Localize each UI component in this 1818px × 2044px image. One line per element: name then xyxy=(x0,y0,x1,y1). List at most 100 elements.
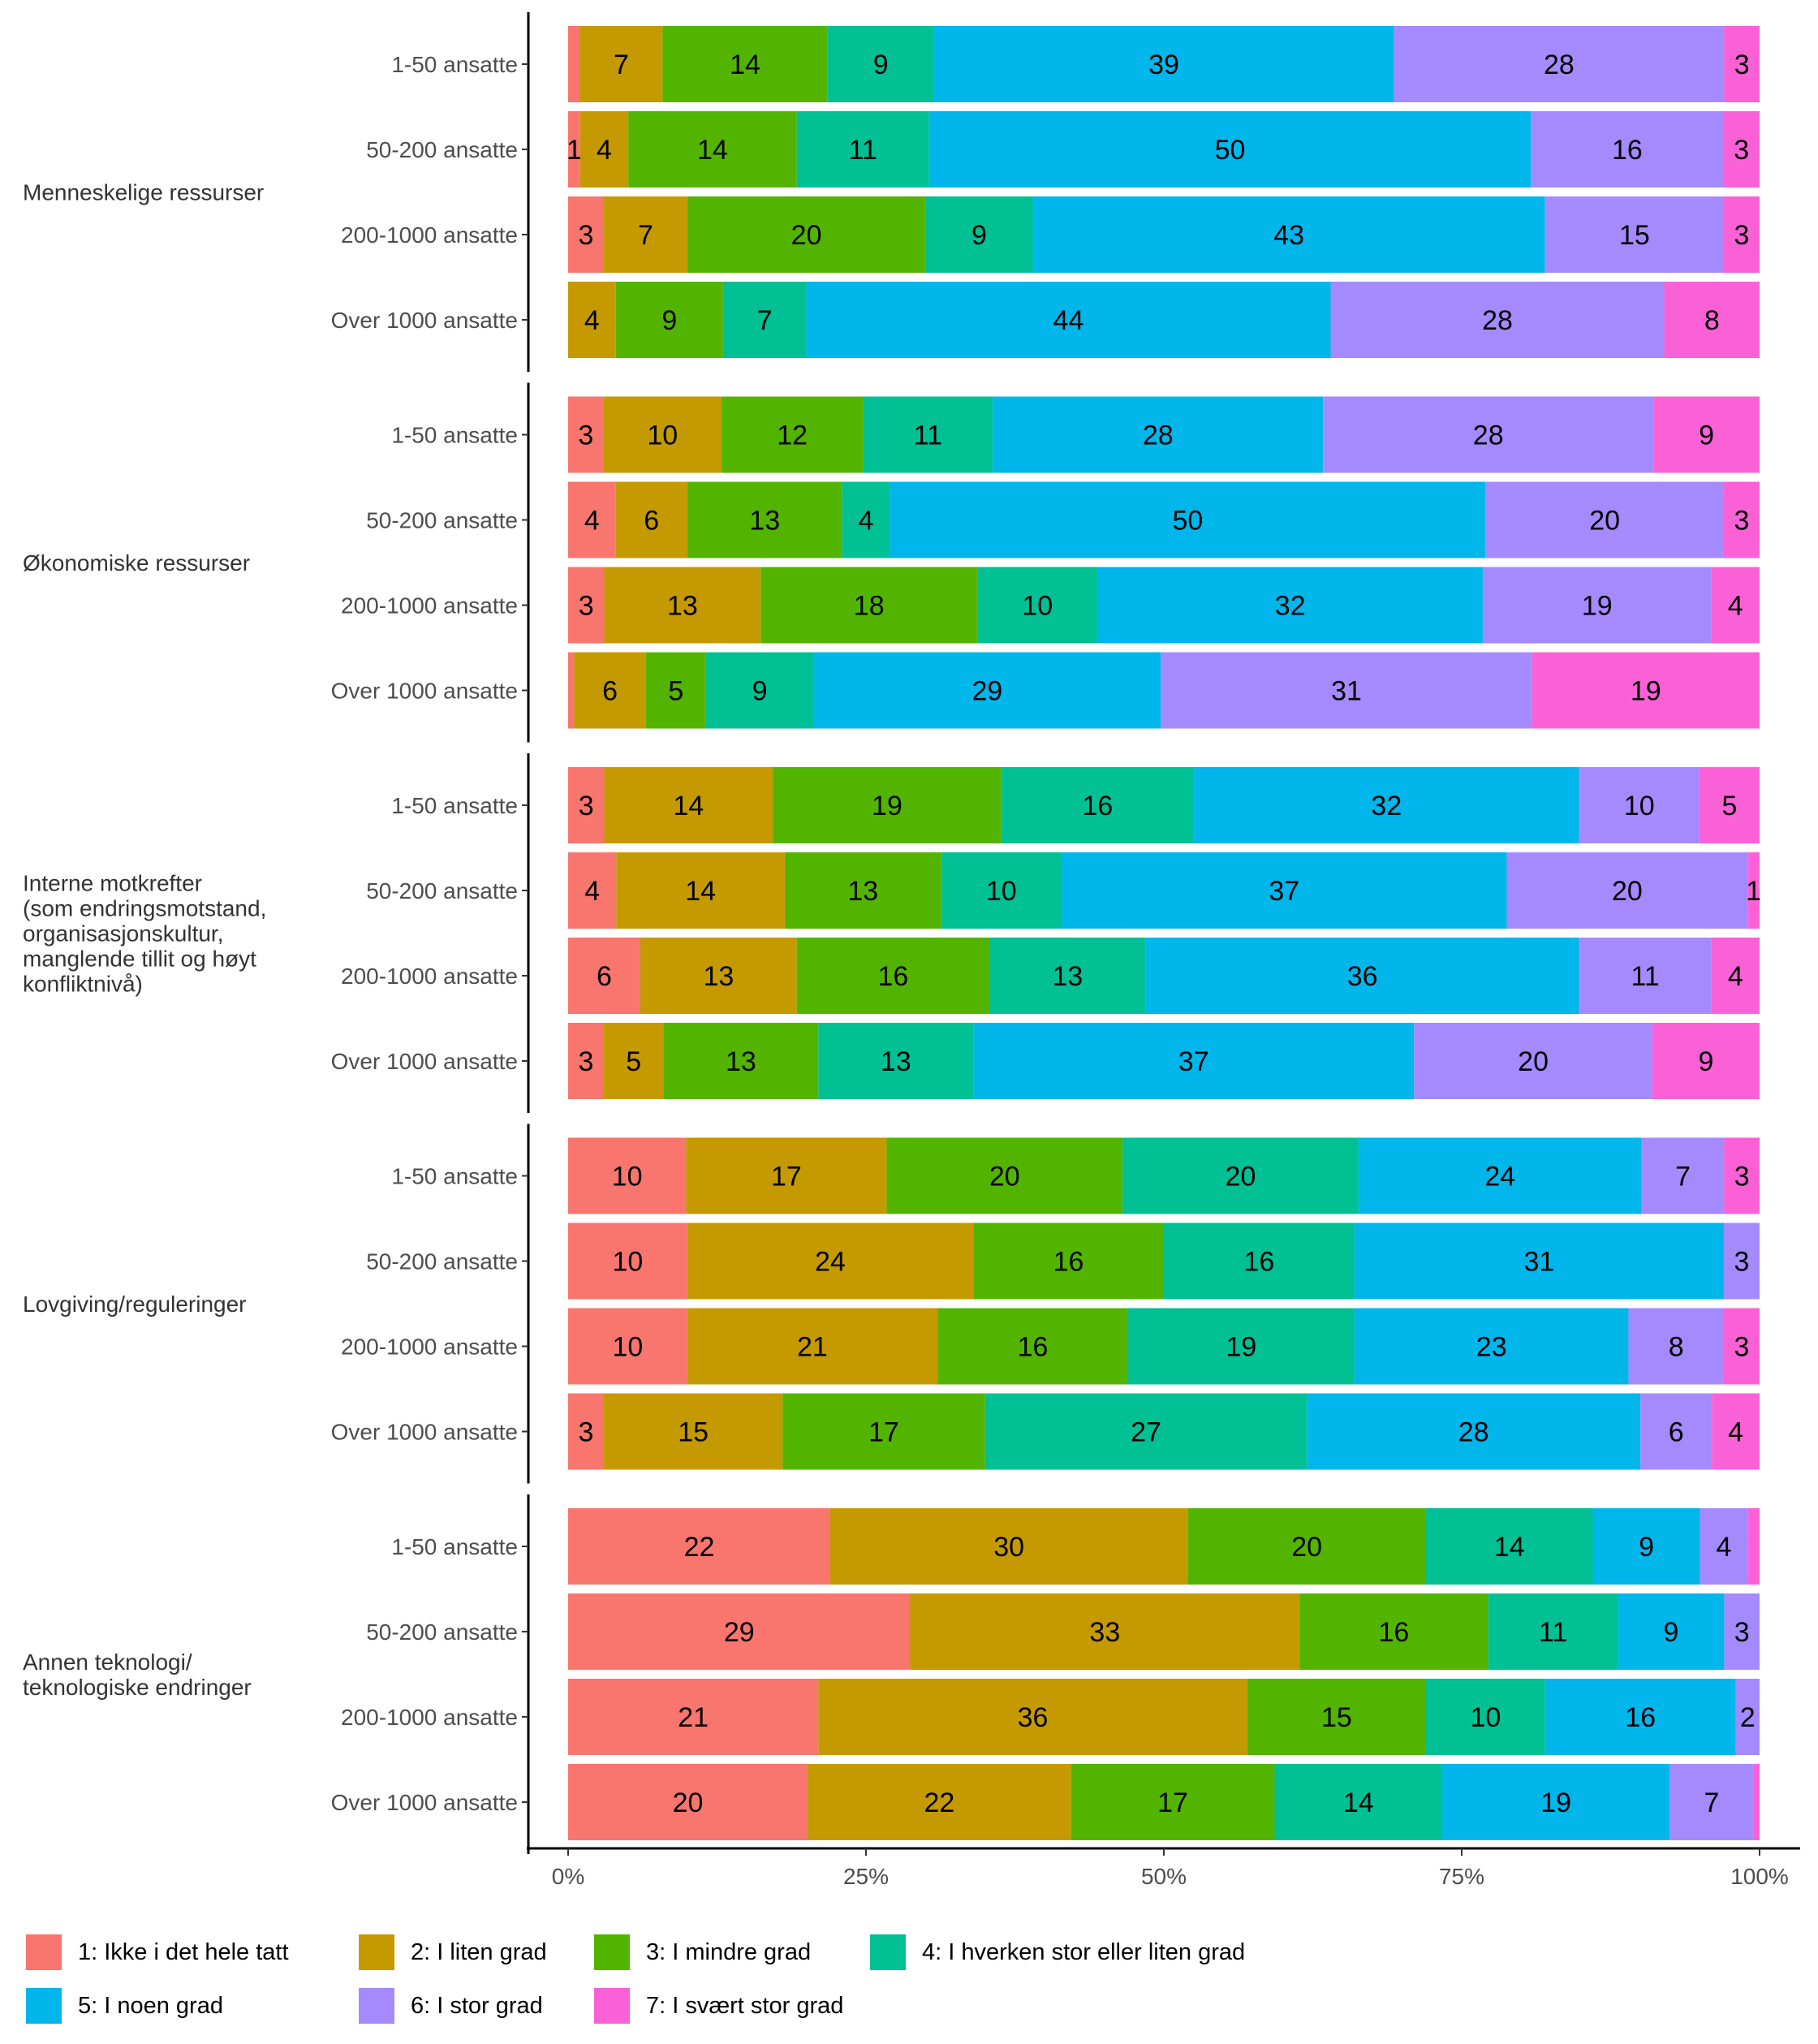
bar-segment xyxy=(568,938,640,1014)
legend-swatch-7 xyxy=(594,1988,630,2024)
bar-segment xyxy=(1724,1137,1760,1214)
bar-segment xyxy=(1531,111,1724,188)
bar-segment xyxy=(568,1223,687,1300)
segment-value-label: 3 xyxy=(579,1046,594,1077)
segment-value-label: 37 xyxy=(1178,1046,1209,1077)
segment-value-label: 43 xyxy=(1273,220,1304,251)
bar-segment xyxy=(1724,1593,1760,1670)
bar-segment xyxy=(1747,1508,1760,1585)
segment-value-label: 4 xyxy=(597,135,612,166)
legend-item-4: 4: I hverken stor eller liten grad xyxy=(870,1934,1245,1970)
segment-value-label: 20 xyxy=(791,220,822,251)
bar-row: 1-50 ansatte 7 14 9 39 28 3 xyxy=(391,26,1760,102)
segment-value-label: 3 xyxy=(1734,1617,1750,1648)
y-tick-label: 200-1000 ansatte xyxy=(341,1335,518,1360)
segment-value-label: 50 xyxy=(1172,506,1203,537)
bar-row: Over 1000 ansatte 3 15 17 27 28 6 4 xyxy=(331,1393,1760,1470)
segment-value-label: 10 xyxy=(1470,1702,1501,1733)
group-label-line: Interne motkrefter xyxy=(23,871,202,896)
bar-segment xyxy=(760,567,978,644)
bar-segment xyxy=(687,1223,974,1300)
bar-segment xyxy=(616,852,785,929)
bar-row: 50-200 ansatte 29 33 16 11 9 3 xyxy=(366,1593,1760,1670)
segment-value-label: 1 xyxy=(567,135,582,166)
bar-segment xyxy=(1330,282,1665,358)
x-tick-label: 0% xyxy=(552,1864,584,1889)
segment-value-label: 13 xyxy=(749,506,780,537)
bar-row: 200-1000 ansatte 6 13 16 13 36 11 4 xyxy=(341,938,1760,1014)
bar-segment xyxy=(645,652,706,729)
segment-value-label: 9 xyxy=(1698,1046,1713,1077)
segment-value-label: 5 xyxy=(668,676,683,707)
bar-segment xyxy=(1122,1137,1359,1214)
bar-segment xyxy=(1506,852,1748,929)
y-tick-label: 50-200 ansatte xyxy=(366,1619,518,1645)
y-tick-label: 50-200 ansatte xyxy=(366,508,518,533)
segment-value-label: 8 xyxy=(1669,1332,1684,1363)
segment-value-label: 28 xyxy=(1458,1417,1489,1448)
bar-segment xyxy=(977,567,1098,644)
segment-value-label: 3 xyxy=(1734,135,1749,166)
legend-item-5: 5: I noen grad xyxy=(26,1988,359,2024)
legend-label-5: 5: I noen grad xyxy=(78,1992,223,2019)
bar-segment xyxy=(1001,767,1195,843)
bar-segment xyxy=(1127,1308,1355,1385)
y-tick-label: Over 1000 ansatte xyxy=(331,308,518,333)
bar-segment xyxy=(989,938,1146,1014)
bar-segment xyxy=(568,767,605,843)
bar-segment xyxy=(1723,1308,1760,1385)
segment-value-label: 5 xyxy=(626,1046,641,1077)
legend-item-2: 2: I liten grad xyxy=(359,1934,594,1970)
bar-segment xyxy=(1544,1679,1736,1755)
segment-value-label: 3 xyxy=(579,591,594,622)
segment-value-label: 4 xyxy=(584,876,600,907)
bar-segment xyxy=(1747,852,1760,929)
segment-value-label: 16 xyxy=(1625,1702,1656,1733)
bar-segment xyxy=(941,852,1062,929)
segment-value-label: 10 xyxy=(612,1332,643,1363)
bar-segment xyxy=(863,396,993,473)
bar-segment xyxy=(796,111,929,188)
segment-value-label: 50 xyxy=(1215,135,1246,166)
segment-value-label: 7 xyxy=(757,305,773,336)
bar-segment xyxy=(1425,1508,1593,1585)
bar-segment xyxy=(1628,1308,1724,1385)
x-tick-label: 50% xyxy=(1141,1864,1187,1889)
group-panel: Annen teknologi/teknologiske endringer 1-… xyxy=(23,1494,1760,1854)
segment-value-label: 5 xyxy=(1721,791,1737,821)
bar-segment xyxy=(640,938,797,1014)
segment-value-label: 12 xyxy=(777,420,808,451)
bar-segment xyxy=(829,1508,1188,1585)
segment-value-label: 44 xyxy=(1053,305,1084,336)
bar-segment xyxy=(937,1308,1128,1385)
segment-value-label: 28 xyxy=(1544,50,1575,80)
bar-segment xyxy=(568,1764,808,1840)
segment-value-label: 3 xyxy=(1734,50,1750,80)
bar-segment xyxy=(604,1393,783,1470)
segment-value-label: 3 xyxy=(579,791,594,821)
segment-value-label: 37 xyxy=(1269,876,1299,907)
x-axis: 0% 25% 50% 75% 100% xyxy=(527,1847,1800,1889)
bar-segment xyxy=(1299,1593,1488,1670)
segment-value-label: 16 xyxy=(1612,135,1643,166)
bar-row: 50-200 ansatte 4 6 13 4 50 20 3 xyxy=(366,481,1760,558)
segment-value-label: 11 xyxy=(914,420,942,451)
bar-segment xyxy=(1485,481,1724,558)
segment-value-label: 4 xyxy=(584,506,600,537)
segment-value-label: 33 xyxy=(1089,1617,1120,1648)
segment-value-label: 19 xyxy=(872,791,903,821)
bar-row: Over 1000 ansatte 4 9 7 44 28 8 xyxy=(331,282,1760,358)
bar-segment xyxy=(1194,767,1579,843)
legend-label-2: 2: I liten grad xyxy=(411,1938,547,1965)
segment-value-label: 22 xyxy=(924,1787,954,1818)
bar-segment xyxy=(1358,1137,1642,1214)
bar-segment xyxy=(568,1023,605,1099)
bar-row: 50-200 ansatte 4 14 13 10 37 20 1 xyxy=(366,852,1761,929)
bar-segment xyxy=(1307,1393,1641,1470)
legend-swatch-3 xyxy=(594,1934,630,1970)
bar-row: Over 1000 ansatte 6 5 9 29 31 19 xyxy=(331,652,1760,729)
segment-value-label: 11 xyxy=(849,135,877,166)
bar-segment xyxy=(1579,767,1700,843)
bar-segment xyxy=(1723,111,1760,188)
